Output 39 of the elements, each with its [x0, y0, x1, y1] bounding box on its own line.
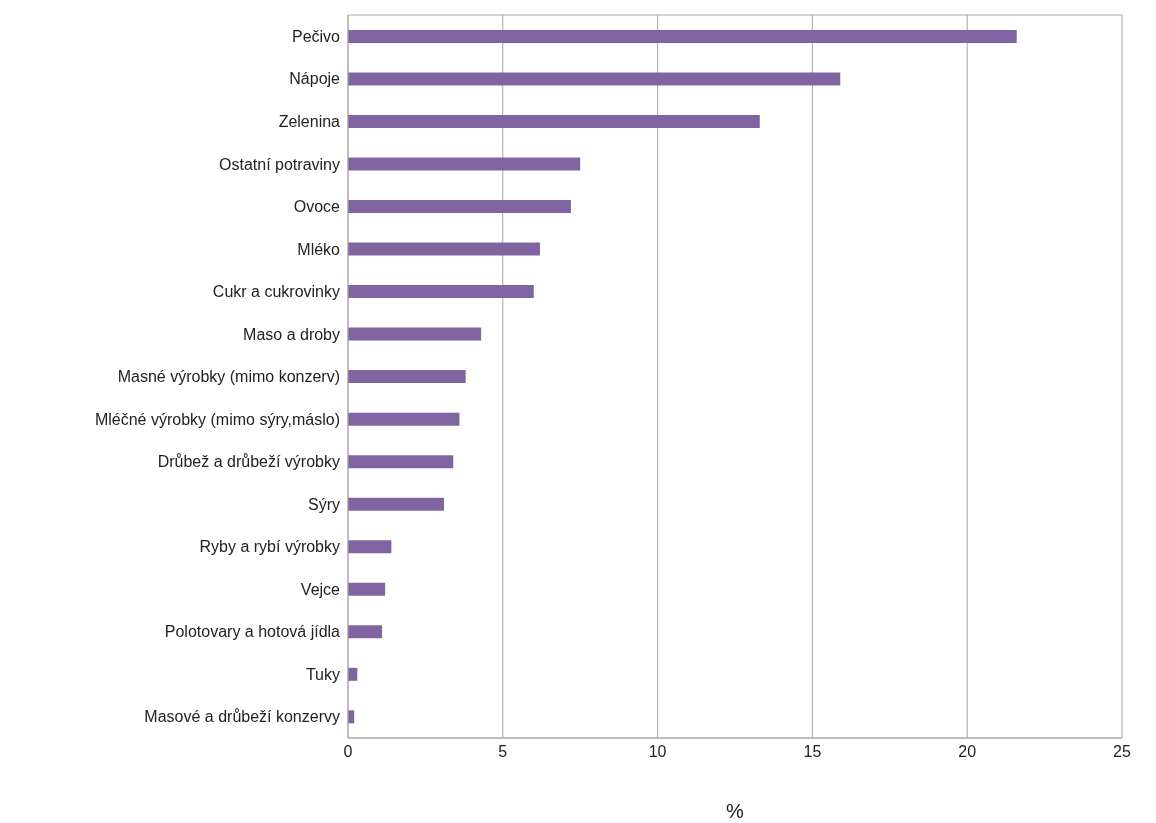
bar	[348, 157, 581, 171]
bar	[348, 242, 540, 256]
y-tick-label: Nápoje	[289, 70, 341, 88]
x-tick-label: 20	[958, 743, 977, 761]
bar	[348, 72, 841, 86]
bar	[348, 412, 460, 426]
y-tick-label: Ostatní potraviny	[219, 155, 340, 173]
y-tick-label: Ryby a rybí výrobky	[199, 538, 340, 556]
bar	[348, 582, 386, 596]
y-tick-label: Cukr a cukrovinky	[212, 283, 340, 301]
y-tick-label: Tuky	[305, 665, 340, 683]
y-tick-label: Ovoce	[293, 198, 341, 216]
y-tick-label: Zelenina	[278, 113, 341, 130]
bar	[348, 540, 392, 554]
x-tick-label: 5	[498, 743, 508, 761]
x-tick-label: 25	[1113, 743, 1131, 761]
bar	[348, 625, 383, 639]
y-tick-label: Mléčné výrobky (mimo sýry,máslo)	[94, 410, 340, 428]
x-tick-label: 15	[803, 743, 822, 761]
x-axis-title: %	[726, 800, 745, 822]
y-tick-label: Maso a droby	[243, 325, 340, 343]
y-tick-label: Masové a drůbeží konzervy	[144, 708, 340, 726]
y-tick-label: Polotovary a hotová jídla	[164, 623, 341, 641]
bar	[348, 327, 482, 341]
bar	[348, 114, 760, 128]
bar	[348, 29, 1017, 43]
bar	[348, 200, 571, 213]
x-tick-label: 0	[343, 743, 353, 761]
y-tick-label: Masné výrobky (mimo konzerv)	[117, 368, 340, 386]
y-tick-label: Drůbež a drůbeží výrobky	[157, 453, 340, 471]
y-tick-label: Pečivo	[291, 27, 341, 45]
bar	[348, 497, 444, 511]
bar	[348, 455, 454, 469]
bar	[348, 370, 466, 384]
y-tick-label: Vejce	[300, 580, 341, 598]
bar	[348, 285, 534, 299]
y-tick-label: Sýry	[308, 495, 340, 513]
x-tick-label: 10	[648, 743, 667, 761]
y-tick-label: Mléko	[297, 240, 341, 258]
